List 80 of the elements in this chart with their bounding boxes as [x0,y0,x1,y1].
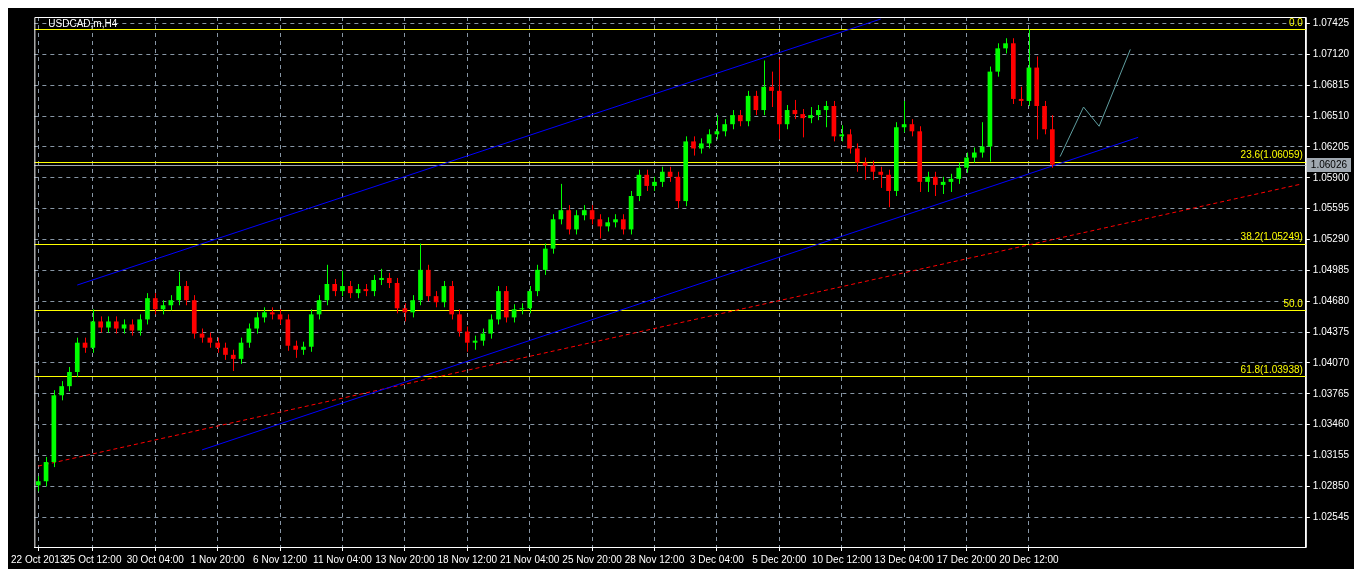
annotation: 61.8(1.03938) [1240,364,1303,376]
y-tick-label: 1.02850 [1312,480,1350,492]
candlestick [340,270,345,297]
x-tick-label: 22 Oct 2013 [11,553,66,565]
y-tick-label: 1.04985 [1312,264,1350,276]
candlestick [1042,100,1047,135]
candlestick [59,380,64,401]
candlestick [527,285,533,314]
x-tick-label: 21 Nov 04:00 [499,553,560,565]
x-tick-label: 11 Nov 04:00 [313,553,373,565]
y-tick-label: 1.05290 [1312,233,1350,245]
x-tick-label: 17 Dec 20:00 [936,553,997,565]
y-tick-label: 1.03155 [1312,449,1350,461]
x-tick-label: 30 Oct 04:00 [126,553,185,565]
annotation: 0.0 [1288,17,1304,29]
candlestick [644,169,650,192]
candlestick [932,171,938,197]
annotation: 50.0 [1283,297,1304,309]
candlestick [979,121,985,159]
y-tick-label: 1.05900 [1312,171,1350,183]
candlestick [925,171,930,193]
x-tick-label: 28 Nov 12:00 [624,553,685,565]
y-tick-label: 1.07120 [1312,48,1350,60]
candlestick [67,366,72,392]
candlestick [457,308,462,338]
candlestick [761,59,767,116]
candlestick [410,294,416,318]
candlestick [176,271,181,306]
y-tick-label: 1.04680 [1312,294,1350,306]
x-tick-label: 20 Dec 12:00 [999,553,1060,565]
candlestick [956,162,962,185]
candlestick [371,274,377,297]
candlestick [659,166,665,188]
annotation: 23.6(1.06059) [1240,149,1303,161]
x-tick-label: 25 Oct 12:00 [64,553,122,565]
candlestick [137,313,142,337]
candlestick [886,169,891,208]
candlestick [878,166,884,189]
x-tick-label: 10 Dec 12:00 [811,553,872,565]
candlestick [535,264,540,297]
candlestick [152,292,158,315]
candlestick [145,292,150,325]
x-tick-label: 25 Nov 20:00 [562,553,623,565]
y-tick-label: 1.03460 [1312,418,1350,430]
candlestick [730,109,735,130]
y-tick-label: 1.06815 [1312,79,1350,91]
y-tick-label: 1.04070 [1312,356,1350,368]
y-tick-label: 1.05595 [1312,202,1350,214]
x-tick-label: 13 Dec 04:00 [874,553,935,565]
candlestick [184,280,189,306]
x-tick-label: 1 Nov 20:00 [190,553,246,565]
candlestick [542,243,548,276]
y-tick-label: 1.04375 [1312,325,1350,337]
candlestick [691,135,696,157]
annotation: 38.2(1.05249) [1240,231,1303,243]
candlestick [464,326,470,353]
x-tick-label: 6 Nov 12:00 [253,553,308,565]
candlestick [854,142,860,173]
candlestick [769,71,774,108]
y-tick-label: 1.07425 [1312,17,1350,29]
y-tick-label: 1.02545 [1312,510,1350,522]
candlestick [254,311,260,335]
candlestick [620,213,626,235]
candlestick [566,204,572,235]
candlestick [847,128,852,155]
candlestick [574,209,579,235]
y-tick-label: 1.06205 [1312,140,1350,152]
candlestick [800,108,806,138]
y-tick-label: 1.03765 [1312,387,1350,399]
candlestick [230,349,236,372]
chart-title: USDCAD,m,H4 [48,17,118,29]
x-tick-label: 13 Nov 20:00 [375,553,436,565]
x-tick-label: 18 Nov 12:00 [437,553,498,565]
ref-line-label: 1.06026 [1310,158,1348,170]
x-tick-label: 3 Dec 04:00 [689,553,745,565]
candlestick [995,42,1001,78]
y-tick-label: 1.06510 [1312,109,1350,121]
x-tick-label: 5 Dec 20:00 [752,553,807,565]
candlestick [964,152,969,174]
candlestick [488,313,494,340]
